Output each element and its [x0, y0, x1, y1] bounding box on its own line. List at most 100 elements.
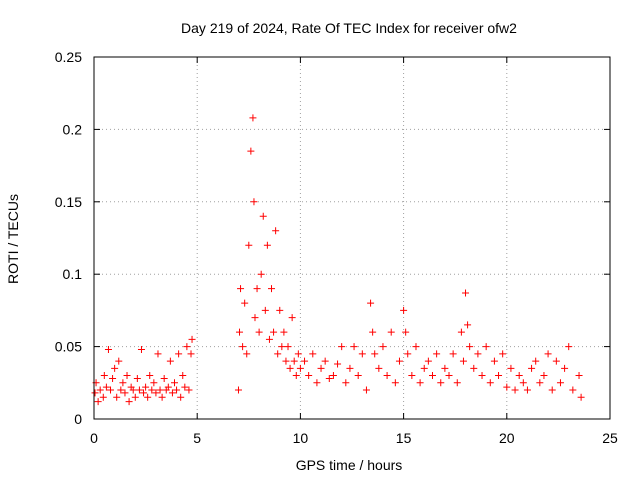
axis-ticks: 0 5 10 15 20 25 0 0.05 0.1 0.15 0.2 0.25 — [55, 49, 618, 446]
data-point-139 — [519, 379, 527, 387]
data-point-114 — [424, 357, 432, 365]
data-point-70 — [274, 350, 282, 358]
data-point-132 — [490, 357, 498, 365]
data-point-95 — [354, 372, 362, 380]
data-point-19 — [129, 386, 137, 394]
data-point-81 — [296, 364, 304, 372]
data-point-57 — [249, 114, 257, 122]
plot-frame — [93, 56, 611, 420]
data-point-133 — [495, 372, 503, 380]
data-point-28 — [148, 386, 156, 394]
data-point-68 — [270, 328, 278, 336]
data-point-59 — [251, 314, 259, 322]
data-point-76 — [286, 364, 294, 372]
data-point-152 — [575, 372, 583, 380]
data-point-147 — [552, 357, 560, 365]
data-point-106 — [395, 357, 403, 365]
data-point-49 — [234, 386, 242, 394]
data-point-23 — [137, 345, 145, 353]
data-point-24 — [140, 389, 148, 397]
data-point-63 — [259, 212, 267, 220]
x-axis-label: GPS time / hours — [296, 457, 403, 473]
data-point-55 — [245, 241, 253, 249]
data-point-96 — [358, 350, 366, 358]
data-point-13 — [117, 386, 125, 394]
data-point-51 — [237, 285, 245, 293]
data-point-115 — [428, 372, 436, 380]
data-point-11 — [113, 393, 121, 401]
data-point-111 — [412, 343, 420, 351]
data-point-86 — [317, 364, 325, 372]
data-point-94 — [350, 343, 358, 351]
data-point-100 — [371, 350, 379, 358]
data-point-78 — [290, 357, 298, 365]
data-point-153 — [577, 393, 585, 401]
data-point-74 — [282, 357, 290, 365]
data-point-46 — [185, 386, 193, 394]
x-tick-label-3: 15 — [396, 430, 412, 446]
chart-title: Day 219 of 2024, Rate Of TEC Index for r… — [181, 20, 517, 36]
data-point-113 — [420, 364, 428, 372]
data-point-4 — [99, 393, 107, 401]
data-point-43 — [179, 372, 187, 380]
data-point-129 — [478, 372, 486, 380]
data-point-62 — [257, 270, 265, 278]
data-point-3 — [96, 386, 104, 394]
data-point-116 — [433, 350, 441, 358]
data-point-118 — [441, 364, 449, 372]
y-tick-label-1: 0.05 — [55, 339, 82, 355]
y-tick-label-4: 0.2 — [63, 121, 83, 137]
data-point-29 — [150, 379, 158, 387]
data-point-91 — [338, 343, 346, 351]
y-tick-label-3: 0.15 — [55, 194, 82, 210]
data-point-8 — [107, 386, 115, 394]
data-point-110 — [408, 372, 416, 380]
data-point-25 — [142, 383, 150, 391]
data-point-101 — [375, 364, 383, 372]
data-point-67 — [268, 285, 276, 293]
data-point-14 — [119, 379, 127, 387]
data-point-53 — [241, 299, 249, 307]
data-point-58 — [250, 198, 258, 206]
data-point-42 — [177, 393, 185, 401]
data-point-141 — [528, 364, 536, 372]
data-point-124 — [462, 289, 470, 297]
data-point-72 — [278, 343, 286, 351]
data-point-33 — [158, 393, 166, 401]
data-point-79 — [292, 372, 300, 380]
data-point-30 — [152, 389, 160, 397]
data-point-84 — [309, 350, 317, 358]
data-point-120 — [449, 350, 457, 358]
data-point-119 — [445, 372, 453, 380]
data-point-98 — [367, 299, 375, 307]
data-point-22 — [135, 386, 143, 394]
x-tick-label-1: 5 — [193, 430, 201, 446]
data-point-130 — [482, 343, 490, 351]
data-point-128 — [474, 350, 482, 358]
data-point-142 — [532, 357, 540, 365]
data-point-32 — [156, 386, 164, 394]
data-point-108 — [402, 328, 410, 336]
data-point-61 — [255, 328, 263, 336]
data-point-104 — [387, 328, 395, 336]
data-point-75 — [284, 343, 292, 351]
data-point-90 — [334, 360, 342, 368]
data-point-16 — [123, 372, 131, 380]
data-point-39 — [170, 379, 178, 387]
data-points — [91, 114, 585, 406]
x-tick-label-4: 20 — [499, 430, 515, 446]
data-point-123 — [459, 357, 467, 365]
data-point-65 — [263, 241, 271, 249]
data-point-134 — [499, 350, 507, 358]
data-point-34 — [160, 374, 168, 382]
data-point-99 — [369, 328, 377, 336]
data-point-102 — [379, 343, 387, 351]
data-point-20 — [131, 393, 139, 401]
data-point-10 — [111, 364, 119, 372]
data-point-69 — [272, 227, 280, 235]
data-point-37 — [166, 357, 174, 365]
data-point-103 — [383, 372, 391, 380]
data-point-31 — [154, 350, 162, 358]
data-point-88 — [325, 374, 333, 382]
data-point-48 — [188, 335, 196, 343]
